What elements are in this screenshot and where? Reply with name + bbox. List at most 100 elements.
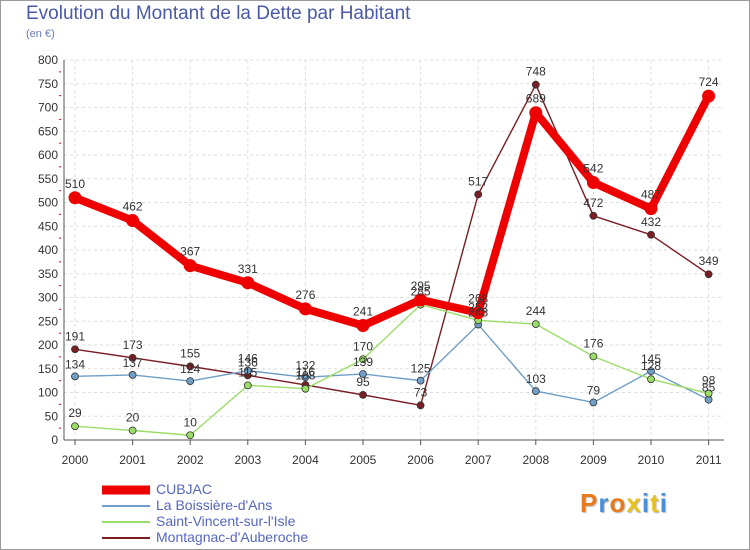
data-point	[186, 362, 195, 371]
x-tick-label: 2005	[350, 453, 377, 467]
x-tick-label: 2003	[234, 453, 261, 467]
y-tick-label: 300	[38, 291, 58, 305]
data-point	[531, 320, 540, 329]
data-label: 689	[526, 92, 546, 106]
data-label: 268	[468, 292, 488, 306]
data-point	[589, 352, 598, 361]
data-label: 85	[702, 381, 716, 395]
data-point	[298, 302, 312, 316]
y-tick-label: 450	[38, 219, 58, 233]
data-label: 724	[699, 75, 719, 89]
logo-letter: i	[641, 488, 651, 518]
y-tick-label: 700	[38, 101, 58, 115]
y-tick-label: 350	[38, 267, 58, 281]
data-label: 95	[356, 375, 370, 389]
data-label: 462	[123, 200, 143, 214]
data-label: 116	[296, 365, 315, 379]
x-tick-label: 2008	[522, 453, 549, 467]
y-tick-label: 400	[38, 243, 58, 257]
data-point	[414, 293, 428, 307]
data-label: 79	[587, 383, 601, 397]
data-point	[359, 370, 367, 378]
data-label: 472	[583, 196, 603, 210]
data-point	[647, 375, 655, 384]
data-label: 136	[238, 355, 258, 369]
legend-swatch	[102, 485, 150, 495]
series-line	[74, 83, 710, 407]
data-label: 241	[353, 305, 373, 319]
data-point	[589, 398, 598, 407]
data-label: 510	[65, 177, 85, 191]
data-label: 191	[65, 329, 85, 343]
data-point	[186, 377, 195, 386]
data-point	[183, 259, 197, 273]
data-label: 137	[123, 356, 143, 370]
legend-label: CUBJAC	[156, 481, 213, 497]
logo-letter: t	[650, 488, 660, 518]
y-tick-label: 100	[38, 386, 58, 400]
data-point	[704, 389, 713, 398]
data-label: 487	[641, 188, 661, 202]
data-point	[128, 353, 137, 362]
series-line	[71, 92, 713, 330]
data-label: 252	[468, 300, 488, 314]
data-label: 29	[68, 406, 82, 420]
data-label: 73	[414, 385, 428, 399]
data-point	[647, 230, 655, 239]
proxiti-logo: Proxiti	[580, 488, 668, 519]
data-point	[68, 191, 82, 205]
data-label: 367	[180, 245, 200, 259]
y-tick-label: 250	[38, 314, 58, 328]
series-line	[74, 303, 710, 436]
data-label: 517	[468, 174, 488, 188]
data-point	[589, 211, 598, 220]
data-label: 331	[238, 262, 258, 276]
data-label: 243	[468, 306, 488, 320]
data-label: 748	[526, 65, 546, 79]
data-label: 132	[295, 358, 315, 372]
data-point	[647, 367, 655, 376]
data-point	[243, 366, 252, 375]
data-label: 125	[411, 362, 431, 376]
y-tick-label: 750	[38, 77, 58, 91]
x-tick-label: 2004	[292, 453, 319, 467]
x-tick-label: 2001	[119, 453, 146, 467]
data-point	[301, 384, 310, 393]
data-point	[186, 431, 195, 440]
data-label: 134	[65, 357, 85, 371]
y-tick-label: 50	[45, 409, 59, 423]
x-tick-label: 2009	[580, 453, 607, 467]
data-point	[301, 373, 310, 382]
data-point	[71, 372, 79, 381]
data-point	[356, 319, 370, 333]
data-point	[474, 190, 483, 199]
y-tick-label: 500	[38, 196, 58, 210]
x-tick-label: 2010	[638, 453, 665, 467]
legend-swatch	[102, 505, 150, 507]
data-label: 173	[123, 338, 143, 352]
y-tick-label: 600	[38, 148, 58, 162]
data-label: 295	[411, 279, 431, 293]
data-point	[128, 426, 137, 435]
data-label: 108	[295, 369, 315, 383]
data-label: 103	[526, 372, 546, 386]
data-point	[586, 176, 600, 190]
data-label: 349	[699, 254, 719, 268]
x-tick-label: 2006	[407, 453, 434, 467]
series-line	[74, 323, 710, 404]
data-label: 155	[180, 346, 200, 360]
y-tick-label: 550	[38, 172, 58, 186]
data-point	[702, 89, 716, 103]
chart-title: Evolution du Montant de la Dette par Hab…	[26, 3, 411, 24]
data-label: 139	[353, 355, 373, 369]
data-point	[531, 387, 540, 395]
data-label: 128	[641, 359, 661, 373]
logo-letter: x	[626, 488, 642, 518]
data-point	[128, 371, 137, 379]
data-label: 145	[641, 352, 661, 366]
y-tick-label: 150	[38, 362, 58, 376]
data-point	[416, 401, 425, 410]
data-label: 20	[126, 411, 140, 425]
data-point	[71, 422, 79, 431]
data-point	[704, 270, 713, 279]
